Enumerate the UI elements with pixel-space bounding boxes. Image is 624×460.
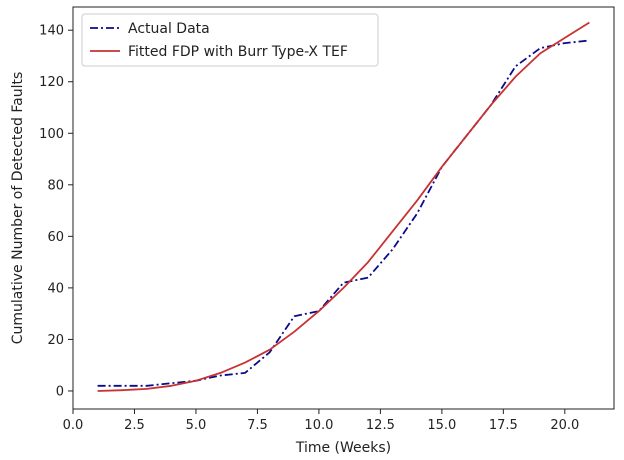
y-tick-label: 140 <box>39 24 64 39</box>
x-tick-label: 2.5 <box>124 418 145 433</box>
x-tick-label: 10.0 <box>304 418 333 433</box>
legend-box <box>81 13 379 67</box>
legend: Actual Data Fitted FDP with Burr Type-X … <box>81 13 379 67</box>
legend-label-fitted: Fitted FDP with Burr Type-X TEF <box>128 44 348 60</box>
x-axis-ticks: 0.0 2.5 5.0 7.5 10.0 12.5 15.0 17.5 20.0 <box>63 409 579 433</box>
y-tick-label: 60 <box>47 230 64 245</box>
x-tick-label: 12.5 <box>366 418 395 433</box>
x-tick-label: 7.5 <box>247 418 268 433</box>
series-line-fitted <box>97 21 590 392</box>
y-tick-label: 40 <box>47 281 64 296</box>
x-tick-label: 15.0 <box>427 418 456 433</box>
x-tick-label: 0.0 <box>63 418 84 433</box>
y-tick-label: 80 <box>47 178 64 193</box>
x-tick-label: 5.0 <box>186 418 207 433</box>
x-axis-label: Time (Weeks) <box>295 440 391 456</box>
y-axis-label: Cumulative Number of Detected Faults <box>10 72 26 345</box>
y-tick-label: 120 <box>39 75 64 90</box>
y-tick-label: 0 <box>56 384 64 399</box>
y-tick-label: 100 <box>39 127 64 142</box>
plot-area <box>72 6 615 410</box>
legend-label-actual-data: Actual Data <box>128 21 210 37</box>
y-tick-label: 20 <box>47 333 64 348</box>
x-tick-label: 20.0 <box>550 418 579 433</box>
series-layer <box>97 21 590 392</box>
x-tick-label: 17.5 <box>489 418 518 433</box>
y-axis-ticks: 0 20 40 60 80 100 120 140 <box>39 24 73 399</box>
series-line-actual-data <box>97 39 590 387</box>
